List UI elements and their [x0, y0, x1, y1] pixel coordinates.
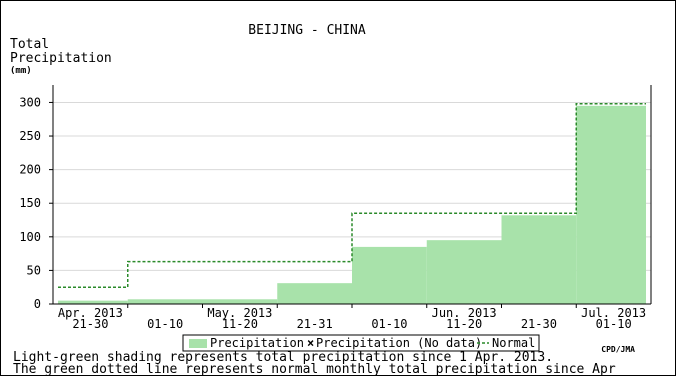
legend-nodata-label: Precipitation (No data) — [316, 336, 482, 350]
x-tick-range-label: 21-30 — [521, 317, 557, 331]
y-tick-label: 50 — [27, 263, 41, 277]
legend-nodata-marker: × — [307, 336, 314, 350]
x-tick-month-label: Jul. 2013 — [581, 306, 646, 320]
axes — [49, 85, 652, 308]
y-tick-label: 0 — [34, 297, 41, 311]
bar — [576, 105, 646, 304]
x-tick-range-label: 01-10 — [596, 317, 632, 331]
precipitation-bars — [58, 105, 646, 304]
bar — [426, 240, 502, 304]
credit-text: CPD/JMA — [601, 345, 635, 354]
bar — [277, 283, 352, 304]
bar — [352, 246, 427, 304]
y-tick-label: 150 — [19, 196, 41, 210]
legend-normal-label: Normal — [492, 336, 535, 350]
y-axis-label-line2: Precipitation — [10, 51, 112, 66]
y-tick-labels: 0 50 100 150 200 250 300 — [19, 95, 41, 311]
legend-precipitation-label: Precipitation — [210, 336, 304, 350]
x-tick-month-label: Jun. 2013 — [432, 306, 497, 320]
y-axis-label-unit: (mm) — [10, 66, 32, 76]
y-tick-label: 100 — [19, 230, 41, 244]
bar — [127, 299, 203, 304]
normal-line — [58, 103, 646, 288]
legend-box — [182, 334, 540, 352]
x-tick-range-label: 11-20 — [446, 317, 482, 331]
bar — [58, 300, 128, 304]
x-tick-range-label: 21-30 — [72, 317, 108, 331]
y-tick-label: 300 — [19, 95, 41, 109]
legend: Precipitation × Precipitation (No data) … — [182, 334, 540, 352]
x-tick-range-label: 11-20 — [222, 317, 258, 331]
caption: Light-green shading represents total pre… — [13, 350, 675, 376]
bar — [202, 299, 278, 304]
chart-title: BEIJING - CHINA — [248, 23, 366, 38]
caption-line-1: Light-green shading represents total pre… — [13, 350, 554, 365]
legend-precipitation-swatch — [189, 339, 207, 348]
x-tick-range-label: 01-10 — [147, 317, 183, 331]
x-tick-month-label: Apr. 2013 — [58, 306, 123, 320]
y-tick-label: 250 — [19, 129, 41, 143]
caption-line-2: The green dotted line represents normal … — [13, 362, 616, 376]
y-axis-label-line1: Total — [10, 37, 49, 52]
normal-series-line — [58, 103, 646, 288]
x-tick-range-label: 01-10 — [371, 317, 407, 331]
bar — [501, 215, 577, 304]
x-tick-range-label: 21-31 — [297, 317, 333, 331]
y-tick-label: 200 — [19, 163, 41, 177]
x-tick-month-label: May. 2013 — [207, 306, 272, 320]
